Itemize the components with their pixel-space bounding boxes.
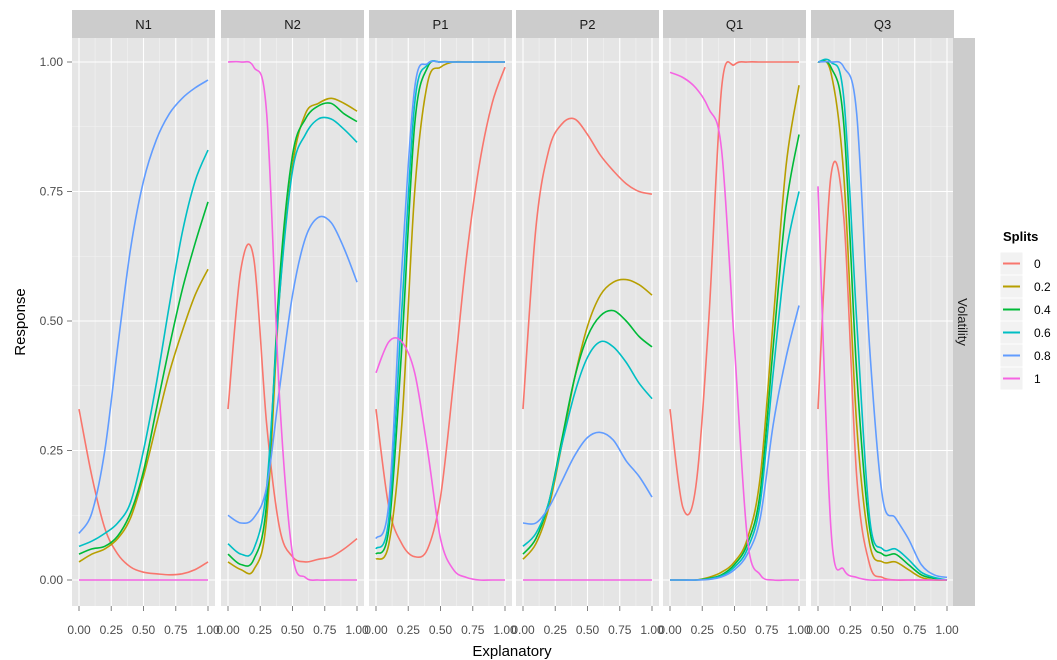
series-line-q3-0_4 xyxy=(817,60,948,581)
panel-strip-label: P2 xyxy=(580,17,596,32)
series-line-n2-0 xyxy=(227,243,358,563)
series-line-n2-1 xyxy=(227,60,357,581)
panel-strip-label: N1 xyxy=(135,17,152,32)
panel-strip-label: N2 xyxy=(284,17,301,32)
x-tick-label: 0.25 xyxy=(691,623,715,637)
x-tick-label: 0.00 xyxy=(216,623,240,637)
series-line-q1-0 xyxy=(669,61,799,516)
series-line-p2-0_2 xyxy=(522,278,653,560)
series-line-n1-0_8 xyxy=(78,79,209,534)
series-line-p1-0 xyxy=(375,66,506,559)
y-axis-title: Response xyxy=(12,288,29,356)
legend-entry-label: 1 xyxy=(1034,372,1041,386)
series-line-q3-1 xyxy=(817,186,947,581)
legend-entry-label: 0 xyxy=(1034,257,1041,271)
series-line-p1-1 xyxy=(375,337,505,581)
x-axis: 0.00 0.25 0.50 0.75 1.000.00 0.25 0.50 0.75 1.00… xyxy=(67,606,959,637)
panel-strip-label: P1 xyxy=(433,17,449,32)
panel-p1: P1 xyxy=(369,10,512,606)
series-line-p2-0 xyxy=(522,117,653,410)
series-line-q1-0_8 xyxy=(670,305,800,581)
panel-q3: Q3 xyxy=(811,10,954,606)
legend-entry-label: 0.8 xyxy=(1034,349,1051,363)
series-line-q3-0_8 xyxy=(817,60,948,579)
panel-strip xyxy=(811,10,954,38)
series-line-n1-0_6 xyxy=(78,149,209,548)
x-tick-label: 0.25 xyxy=(544,623,568,637)
series-line-n2-0_4 xyxy=(227,102,358,567)
x-tick-label: 1.00 xyxy=(196,623,220,637)
x-tick-label: 1.00 xyxy=(493,623,517,637)
y-tick-label: 0.25 xyxy=(40,444,64,458)
y-axis: 0.00 0.25 0.50 0.75 1.00 xyxy=(40,55,72,587)
x-tick-label: 0.75 xyxy=(164,623,188,637)
panel-strip xyxy=(663,10,806,38)
panel-strip xyxy=(221,10,364,38)
x-tick-label: 0.00 xyxy=(806,623,830,637)
row-strip-background xyxy=(953,38,975,606)
panel-n2: N2 xyxy=(221,10,364,606)
series-line-q3-0_2 xyxy=(817,59,948,581)
panels-layer: N1 N2 P1 P2 Q1 Q3 xyxy=(72,10,954,606)
x-tick-label: 0.75 xyxy=(608,623,632,637)
x-tick-label: 0.25 xyxy=(839,623,863,637)
panel-strip-label: Q3 xyxy=(874,17,891,32)
y-tick-label: 0.00 xyxy=(40,573,64,587)
series-line-q1-1 xyxy=(669,71,799,582)
panel-q1: Q1 xyxy=(663,10,806,606)
x-tick-label: 0.00 xyxy=(67,623,91,637)
x-tick-label: 0.25 xyxy=(397,623,421,637)
x-tick-label: 1.00 xyxy=(787,623,811,637)
x-tick-label: 0.00 xyxy=(658,623,682,637)
x-tick-label: 0.50 xyxy=(132,623,156,637)
x-tick-label: 0.00 xyxy=(511,623,535,637)
x-tick-label: 0.75 xyxy=(461,623,485,637)
y-tick-label: 0.75 xyxy=(40,185,64,199)
x-tick-label: 0.50 xyxy=(281,623,305,637)
x-tick-label: 0.75 xyxy=(313,623,337,637)
legend-entry-label: 0.4 xyxy=(1034,303,1051,317)
panel-n1: N1 xyxy=(72,10,215,606)
x-tick-label: 0.50 xyxy=(723,623,747,637)
series-line-p2-0_8 xyxy=(522,431,653,525)
legend-title: Splits xyxy=(1003,229,1038,244)
panel-strip-label: Q1 xyxy=(726,17,743,32)
series-line-n1-0 xyxy=(78,408,209,576)
series-line-n2-0_6 xyxy=(227,116,358,557)
series-line-n2-0_8 xyxy=(227,215,358,525)
row-strip: Volatility xyxy=(953,38,975,606)
legend-entry-label: 0.6 xyxy=(1034,326,1051,340)
x-tick-label: 0.25 xyxy=(100,623,124,637)
x-tick-label: 1.00 xyxy=(345,623,369,637)
x-tick-label: 0.50 xyxy=(871,623,895,637)
x-tick-label: 0.50 xyxy=(576,623,600,637)
y-tick-label: 1.00 xyxy=(40,55,64,69)
row-strip-label: Volatility xyxy=(955,298,970,346)
x-tick-label: 1.00 xyxy=(640,623,664,637)
panel-strip xyxy=(369,10,512,38)
legend-entry-label: 0.2 xyxy=(1034,280,1051,294)
panel-strip xyxy=(516,10,659,38)
series-line-q3-0_6 xyxy=(817,58,948,581)
y-tick-label: 0.50 xyxy=(40,314,64,328)
series-line-n1-0_4 xyxy=(78,201,209,555)
x-axis-title: Explanatory xyxy=(472,643,552,660)
series-line-n1-0_2 xyxy=(78,268,209,563)
x-tick-label: 0.50 xyxy=(429,623,453,637)
x-tick-label: 0.75 xyxy=(755,623,779,637)
x-tick-label: 0.75 xyxy=(903,623,927,637)
x-tick-label: 0.00 xyxy=(364,623,388,637)
x-tick-label: 1.00 xyxy=(935,623,959,637)
panel-strip xyxy=(72,10,215,38)
panel-p2: P2 xyxy=(516,10,659,606)
legend: Splits 0 0.2 0.4 0.6 0.8 1 xyxy=(999,229,1051,391)
series-line-p1-0_8 xyxy=(375,60,505,540)
x-tick-label: 0.25 xyxy=(249,623,273,637)
